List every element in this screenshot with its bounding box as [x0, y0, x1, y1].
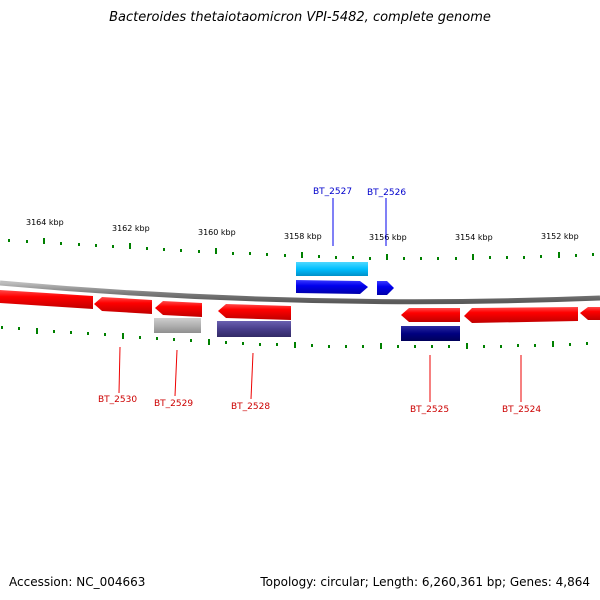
gene-bt2528-arrow[interactable]: [155, 301, 202, 317]
genome-summary: Topology: circular; Length: 6,260,361 bp…: [260, 575, 590, 589]
gene-label-bt2528[interactable]: BT_2528: [231, 402, 270, 412]
gene-bt2530-arrow[interactable]: [0, 290, 93, 309]
gene-label-bt2527[interactable]: BT_2527: [313, 187, 352, 197]
genome-title: Bacteroides thetaiotaomicron VPI-5482, c…: [109, 10, 491, 25]
gene-label-bt2530[interactable]: BT_2530: [98, 395, 137, 405]
gene-bt2524-arrow[interactable]: [464, 307, 578, 323]
accession-label: Accession: NC_004663: [9, 575, 146, 589]
genome-backbone: [0, 280, 600, 305]
gene-bt2528-track[interactable]: [217, 321, 291, 337]
gene-bt2526-arrow[interactable]: [377, 281, 394, 295]
scale-label-3160: 3160 kbp: [198, 228, 236, 237]
leader-bt2528: [250, 352, 254, 400]
inner-scale-ticks: [1, 326, 588, 349]
gene-bt2529-arrow[interactable]: [94, 297, 152, 314]
gene-bt2528b-arrow[interactable]: [218, 304, 291, 320]
gene-bt2527-arrow[interactable]: [296, 280, 368, 294]
gene-label-bt2524[interactable]: BT_2524: [502, 405, 541, 415]
gene-bt2525-track[interactable]: [401, 326, 460, 341]
gene-label-bt2526[interactable]: BT_2526: [367, 188, 406, 198]
leader-bt2530: [118, 346, 121, 394]
gene-label-bt2529[interactable]: BT_2529: [154, 399, 193, 409]
gene-next-arrow[interactable]: [580, 307, 600, 320]
scale-label-3164: 3164 kbp: [26, 218, 64, 227]
scale-label-3156: 3156 kbp: [369, 233, 407, 242]
scale-label-3158: 3158 kbp: [284, 232, 322, 241]
gene-bt2529-track[interactable]: [154, 318, 201, 333]
scale-label-3154: 3154 kbp: [455, 233, 493, 242]
scale-label-3152: 3152 kbp: [541, 232, 579, 241]
gene-bt2527-track[interactable]: [296, 262, 368, 276]
outer-scale-ticks: [8, 238, 594, 260]
scale-label-3162: 3162 kbp: [112, 224, 150, 233]
leader-bt2529: [174, 349, 178, 397]
gene-bt2525-arrow[interactable]: [401, 308, 460, 322]
gene-label-bt2525[interactable]: BT_2525: [410, 405, 449, 415]
